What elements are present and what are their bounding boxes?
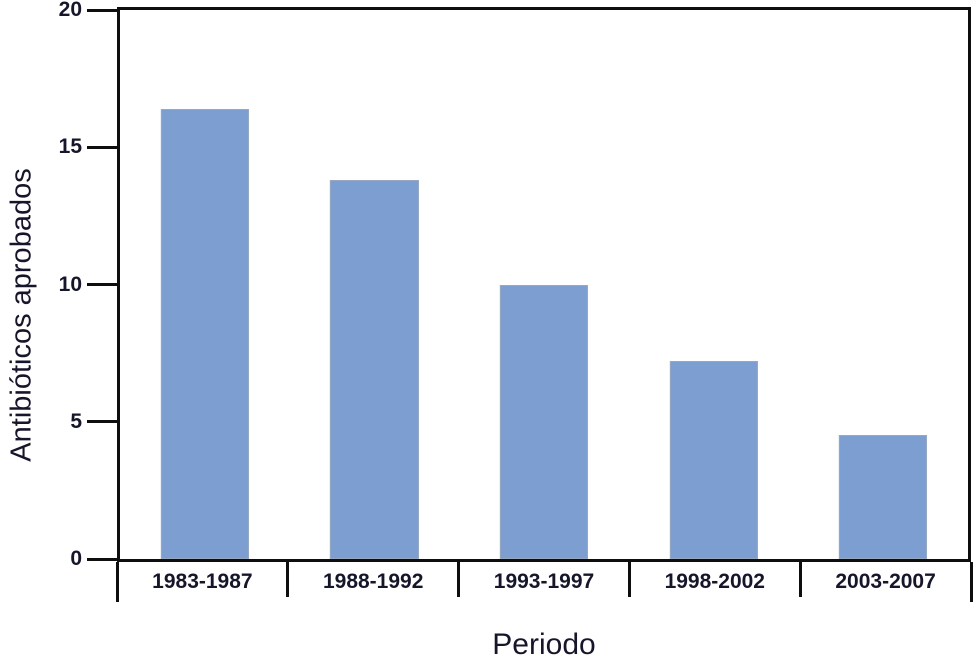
bar-1993-1997 bbox=[499, 284, 589, 559]
bar-cell bbox=[629, 10, 799, 559]
y-axis-tick-labels: 0 5 10 15 20 bbox=[28, 0, 82, 570]
x-category-divider bbox=[115, 562, 119, 602]
x-category-label: 1983-1987 bbox=[152, 570, 253, 593]
x-category-divider bbox=[798, 562, 802, 597]
y-tick-label: 20 bbox=[58, 0, 82, 21]
x-axis-category-labels: 1983-1987 1988-1992 1993-1997 1998-2002 2003… bbox=[117, 568, 971, 596]
bar-1988-1992 bbox=[330, 180, 419, 559]
y-tick-line bbox=[87, 8, 117, 12]
y-tick-label: 5 bbox=[70, 409, 82, 433]
y-tick-line bbox=[87, 283, 117, 286]
x-axis-title: Periodo bbox=[492, 628, 596, 661]
bar-2003-2007 bbox=[839, 435, 928, 559]
bar-cell bbox=[290, 10, 460, 559]
y-tick-label: 15 bbox=[58, 135, 82, 159]
bar-cell bbox=[120, 10, 290, 559]
x-category-label: 2003-2007 bbox=[835, 570, 936, 593]
y-tick-label: 0 bbox=[70, 547, 82, 570]
y-tick-line bbox=[87, 145, 117, 149]
y-tick-line bbox=[87, 557, 117, 561]
bar-cell bbox=[798, 10, 968, 559]
y-tick-line bbox=[87, 420, 117, 424]
x-category-divider bbox=[969, 562, 973, 602]
bar-cell bbox=[459, 10, 629, 559]
bar-1983-1987 bbox=[160, 108, 249, 559]
x-category-divider bbox=[457, 562, 461, 597]
y-axis-title: Antibióticos aprobados bbox=[5, 168, 38, 462]
x-category-label: 1988-1992 bbox=[322, 570, 424, 593]
y-axis-ticks bbox=[87, 7, 117, 562]
x-category-divider bbox=[627, 562, 631, 597]
bar-1998-2002 bbox=[669, 361, 758, 559]
y-tick-label: 10 bbox=[58, 272, 82, 296]
plot-area bbox=[117, 7, 971, 562]
x-category-label: 1998-2002 bbox=[664, 570, 765, 593]
x-category-divider bbox=[286, 562, 290, 597]
x-axis-category-dividers bbox=[115, 562, 973, 602]
x-category-label: 1993-1997 bbox=[493, 570, 595, 593]
bars-container bbox=[120, 10, 968, 559]
